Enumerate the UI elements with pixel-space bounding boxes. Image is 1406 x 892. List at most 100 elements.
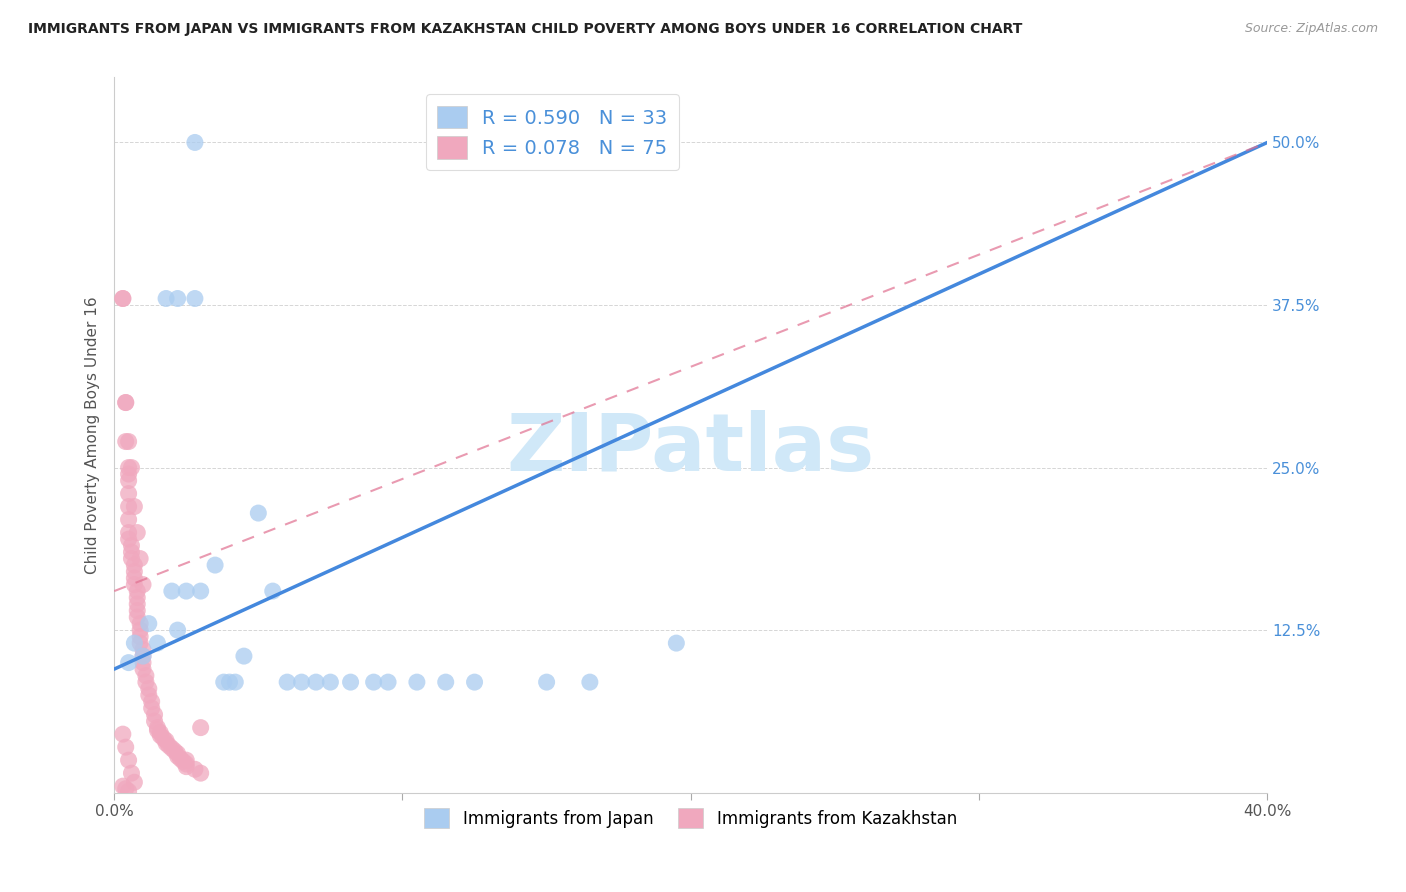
Point [143, 714, 166, 728]
Point [143, 707, 166, 722]
Point [172, 755, 194, 769]
Point [174, 584, 197, 599]
Point [124, 577, 146, 591]
Point [124, 571, 146, 585]
Legend: Immigrants from Japan, Immigrants from Kazakhstan: Immigrants from Japan, Immigrants from K… [418, 802, 963, 834]
Point [339, 675, 361, 690]
Point [276, 675, 298, 690]
Point [117, 467, 139, 481]
Point [149, 728, 172, 742]
Point [117, 434, 139, 449]
Point [117, 753, 139, 767]
Point [157, 739, 180, 753]
Point [212, 675, 235, 690]
Point [406, 675, 429, 690]
Point [129, 623, 152, 637]
Point [129, 636, 152, 650]
Point [121, 545, 143, 559]
Point [184, 136, 207, 150]
Point [117, 512, 139, 526]
Point [665, 636, 688, 650]
Point [232, 649, 254, 664]
Point [121, 539, 143, 553]
Point [114, 395, 136, 409]
Point [117, 486, 139, 500]
Point [129, 551, 152, 566]
Point [146, 723, 169, 738]
Point [152, 731, 174, 745]
Point [155, 292, 177, 306]
Point [117, 525, 139, 540]
Point [536, 675, 558, 690]
Point [121, 460, 143, 475]
Point [247, 506, 270, 520]
Point [160, 584, 183, 599]
Point [190, 584, 212, 599]
Point [132, 649, 155, 664]
Point [166, 749, 188, 764]
Point [190, 766, 212, 780]
Point [132, 656, 155, 670]
Point [141, 695, 163, 709]
Point [146, 636, 169, 650]
Point [146, 721, 169, 735]
Point [163, 744, 186, 758]
Point [117, 460, 139, 475]
Point [464, 675, 486, 690]
Point [127, 525, 149, 540]
Point [138, 681, 160, 696]
Point [262, 584, 284, 599]
Point [117, 532, 139, 546]
Point [166, 292, 188, 306]
Point [184, 762, 207, 776]
Point [155, 733, 177, 747]
Point [124, 565, 146, 579]
Point [319, 675, 342, 690]
Point [124, 500, 146, 514]
Point [184, 292, 207, 306]
Point [190, 721, 212, 735]
Point [124, 636, 146, 650]
Point [111, 292, 134, 306]
Point [132, 649, 155, 664]
Point [114, 740, 136, 755]
Point [363, 675, 385, 690]
Point [132, 642, 155, 657]
Point [114, 434, 136, 449]
Point [111, 727, 134, 741]
Point [434, 675, 457, 690]
Point [111, 779, 134, 793]
Point [166, 623, 188, 637]
Point [224, 675, 246, 690]
Point [174, 759, 197, 773]
Text: IMMIGRANTS FROM JAPAN VS IMMIGRANTS FROM KAZAKHSTAN CHILD POVERTY AMONG BOYS UND: IMMIGRANTS FROM JAPAN VS IMMIGRANTS FROM… [28, 22, 1022, 37]
Point [204, 558, 226, 573]
Point [117, 474, 139, 488]
Text: Source: ZipAtlas.com: Source: ZipAtlas.com [1244, 22, 1378, 36]
Point [132, 662, 155, 676]
Point [127, 597, 149, 611]
Point [114, 781, 136, 796]
Point [121, 766, 143, 780]
Point [124, 775, 146, 789]
Point [117, 500, 139, 514]
Point [117, 656, 139, 670]
Point [141, 701, 163, 715]
Point [169, 752, 191, 766]
Point [135, 668, 157, 682]
Point [138, 616, 160, 631]
Point [160, 741, 183, 756]
Point [127, 584, 149, 599]
Point [174, 753, 197, 767]
Point [129, 630, 152, 644]
Point [132, 577, 155, 591]
Point [377, 675, 399, 690]
Point [121, 551, 143, 566]
Point [135, 675, 157, 690]
Point [174, 757, 197, 772]
Y-axis label: Child Poverty Among Boys Under 16: Child Poverty Among Boys Under 16 [86, 296, 100, 574]
Point [138, 688, 160, 702]
Point [117, 784, 139, 798]
Point [127, 591, 149, 605]
Point [305, 675, 328, 690]
